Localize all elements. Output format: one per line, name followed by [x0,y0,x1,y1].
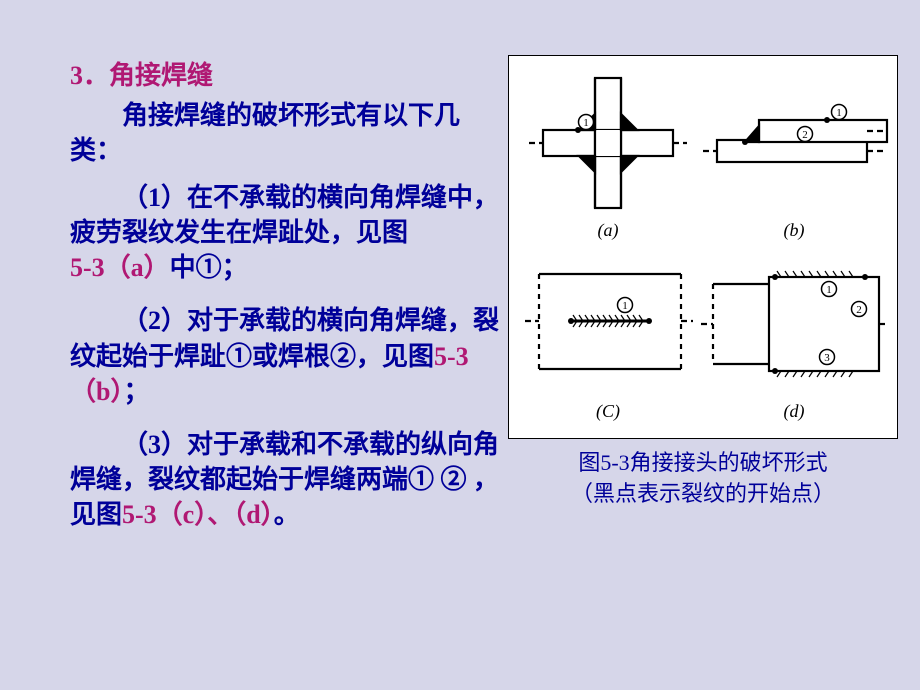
diagram-c-icon: 1 [521,249,696,399]
crack-point-c2 [646,318,652,324]
subfigure-d: 1 2 3 (d) [699,249,889,422]
caption-line-2: （黑点表示裂纹的开始点） [571,481,835,506]
paragraph-3: （3）对于承载和不承载的纵向角焊缝，裂纹都起始于焊缝两端① ② ，见图5-3（c… [70,427,500,532]
subfigure-a: 1 (a) [517,68,699,241]
paragraph-1: （1）在不承载的横向角焊缝中，疲劳裂纹发生在焊趾处，见图 5-3（a）中①； [70,180,500,285]
p3-figref: 5-3（c）、（d） [122,500,274,529]
crack-point-d1 [772,274,778,280]
paragraph-2: （2）对于承载的横向角焊缝，裂纹起始于焊趾①或焊根②，见图5-3（b）； [70,303,500,408]
crack-point-b1 [824,117,830,123]
section-title: 3．角接焊缝 [70,55,500,92]
text-column: 3．角接焊缝 角接焊缝的破坏形式有以下几类： （1）在不承载的横向角焊缝中，疲劳… [70,55,500,550]
p1-figref: 5-3（a） [70,253,170,282]
svg-text:2: 2 [856,304,862,316]
diagram-a-icon: 1 [523,68,693,218]
figure-row-bottom: 1 (C) [517,249,889,422]
figure-caption: 图5-3角接接头的破坏形式 （黑点表示裂纹的开始点） [508,448,898,510]
sublabel-d: (d) [784,401,805,422]
svg-text:2: 2 [802,129,808,141]
diagram-d-icon: 1 2 3 [699,249,889,399]
sublabel-a: (a) [598,220,619,241]
p1-part-a: （1）在不承载的横向角焊缝中，疲劳裂纹发生在焊趾处，见图 [70,183,499,247]
subfigure-b: 1 2 (b) [699,68,889,241]
svg-text:1: 1 [622,300,628,312]
sublabel-b: (b) [784,220,805,241]
svg-text:1: 1 [583,117,589,129]
subfigure-c: 1 (C) [517,249,699,422]
intro-paragraph: 角接焊缝的破坏形式有以下几类： [70,98,500,168]
svg-text:3: 3 [824,352,830,364]
caption-line-1: 图5-3角接接头的破坏形式 [578,450,827,475]
crack-point-d2 [862,274,868,280]
diagram-b-icon: 1 2 [699,68,889,218]
crack-point-b2 [742,139,748,145]
p3-part-c: 。 [274,500,300,529]
p1-part-c: 中①； [170,253,248,282]
sublabel-c: (C) [596,401,620,422]
crack-point-d3 [772,368,778,374]
crack-point-c1 [568,318,574,324]
crack-point-a1 [575,127,581,133]
p2-part-c: ； [123,377,149,406]
svg-text:1: 1 [836,107,842,119]
svg-text:1: 1 [826,284,832,296]
figure-5-3: 1 (a) [508,55,898,439]
figure-row-top: 1 (a) [517,68,889,241]
